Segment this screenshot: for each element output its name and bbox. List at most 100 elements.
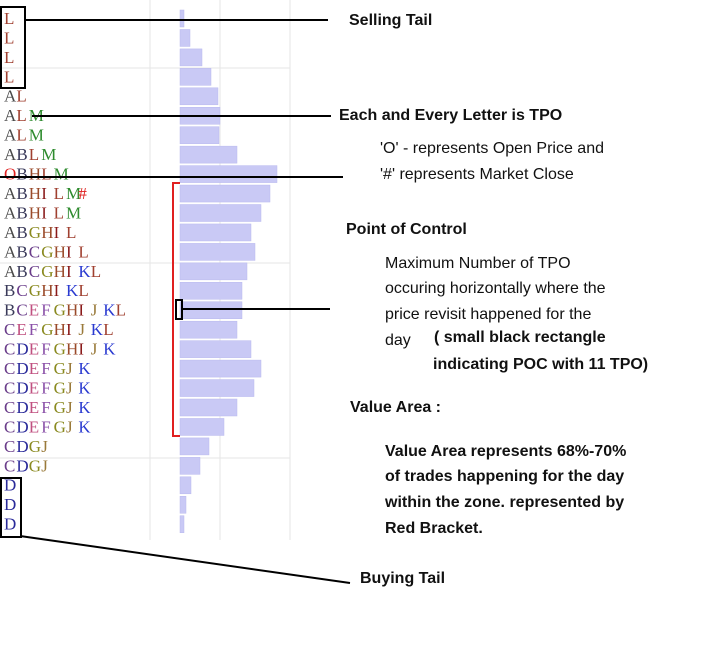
tpo-letter: I [66,242,72,261]
tpo-letter: A [4,223,17,242]
poc-title: Point of Control [346,221,467,238]
tpo-letter: L [78,242,88,261]
poc-note: indicating POC with 11 TPO) [433,356,648,373]
value-area-text: Red Bracket. [385,520,483,537]
value-area-bracket [172,182,180,437]
poc-note: ( small black rectangle [434,329,606,346]
tpo-letter: L [29,145,39,164]
profile-bar [179,320,238,339]
pointer-line [19,535,351,584]
tpo-letter: F [41,378,50,397]
tpo-letter: J [66,359,73,378]
poc-text: Maximum Number of TPO [385,255,571,272]
tpo-letter: I [41,184,47,203]
tpo-letter: G [29,456,41,475]
tpo-letter: A [4,87,17,106]
tpo-letter: E [29,359,39,378]
tpo-letter: K [78,398,91,417]
poc-rectangle [175,299,183,320]
tpo-letter: H [54,320,66,339]
tpo-letter: G [41,320,53,339]
tpo-letter: E [16,320,26,339]
profile-bar [179,418,225,436]
tpo-letter: L [66,223,76,242]
tpo-letter: E [29,340,39,359]
tpo-letter: A [4,184,17,203]
tpo-letter: A [4,203,17,222]
tpo-letter: F [41,398,50,417]
tpo-letter: G [54,378,66,397]
buying-tail-label: Buying Tail [360,570,445,587]
poc-text: price revisit happened for the [385,306,591,323]
tpo-letter: L [91,262,101,281]
tpo-letter: L [116,301,126,320]
tpo-letter: C [4,456,15,475]
tpo-letter: G [41,242,53,261]
poc-text: occuring horizontally where the [385,280,606,297]
tpo-letter: C [4,359,15,378]
tpo-letter: K [78,417,91,436]
tpo-letter: L [4,28,14,47]
tpo-letter: K [91,320,104,339]
tpo-letter: C [29,242,40,261]
tpo-letter: L [41,165,51,184]
tpo-letter: K [103,301,116,320]
tpo-letter: B [16,223,27,242]
tpo-letter: G [29,223,41,242]
profile-histogram [179,9,278,533]
tpo-letter: H [41,281,53,300]
buying-tail-box [0,477,22,538]
tpo-letter: K [78,262,91,281]
tpo-letter: C [29,262,40,281]
profile-bar [179,262,248,281]
tpo-letter: B [16,165,27,184]
tpo-letter: H [29,165,41,184]
tpo-letter: A [4,262,17,281]
tpo-letter: D [16,340,28,359]
tpo-letter: G [54,417,66,436]
selling-tail-label: Selling Tail [349,12,432,29]
tpo-letter: A [4,145,17,164]
tpo-letter: J [78,320,85,339]
tpo-letter: # [78,184,87,203]
tpo-letter: L [16,106,26,125]
tpo-letter: H [54,262,66,281]
tpo-letter: B [4,301,15,320]
tpo-letter: B [4,281,15,300]
tpo-letter: E [29,301,39,320]
profile-bar [179,48,203,67]
tpo-letter: L [54,184,64,203]
tpo-letter: M [54,165,69,184]
tpo-label: Each and Every Letter is TPO [339,107,562,124]
tpo-letter: D [16,417,28,436]
tpo-letter: C [4,417,15,436]
profile-bar [179,68,212,86]
poc-text: day [385,332,411,349]
tpo-letter: L [4,9,14,28]
tpo-letter: M [41,145,56,164]
tpo-letter: J [41,437,48,456]
tpo-letter: G [54,340,66,359]
tpo-letter: C [4,320,15,339]
tpo-letter: B [16,262,27,281]
profile-bar [179,145,238,164]
tpo-letter: D [4,476,16,495]
tpo-letter: G [54,359,66,378]
tpo-letter: L [54,203,64,222]
market-close-note: '#' represents Market Close [380,166,574,183]
profile-bar [179,9,185,28]
tpo-letter: M [66,203,81,222]
profile-bar [179,496,187,514]
tpo-letter: D [16,378,28,397]
open-price-note: 'O' - represents Open Price and [380,140,604,157]
tpo-letter: I [54,281,60,300]
tpo-letter: C [4,398,15,417]
tpo-letter: H [29,203,41,222]
profile-bar [179,165,278,183]
tpo-letter: F [41,340,50,359]
tpo-letter: D [16,437,28,456]
tpo-letter: D [4,515,16,534]
tpo-letter: J [91,301,98,320]
tpo-letter: L [103,320,113,339]
